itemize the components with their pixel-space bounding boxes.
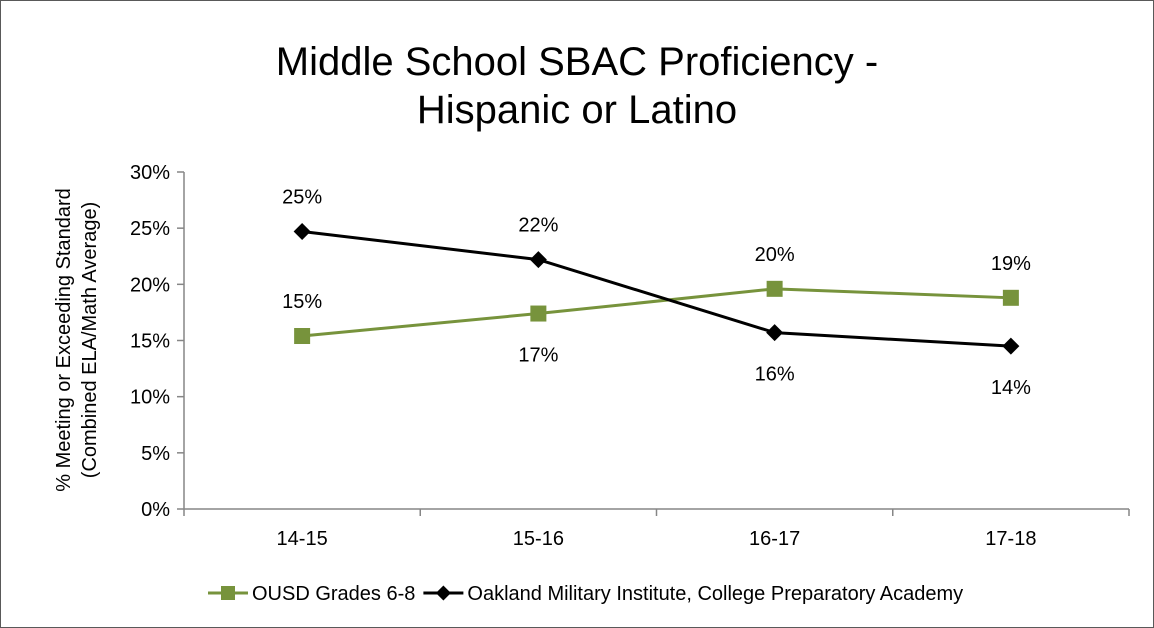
data-point-diamond [1002,337,1020,355]
y-tick-label: 10% [130,387,170,409]
legend-label-2: Oakland Military Institute, College Prep… [467,583,963,605]
y-tick-label: 20% [130,274,170,296]
data-point-square [1002,289,1019,306]
chart-title: Middle School SBAC Proficiency - Hispani… [0,38,1154,134]
data-label: 22% [518,215,558,237]
data-point-diamond [293,223,311,241]
legend-marker-square [221,586,235,600]
series-line-2 [301,230,1011,348]
chart-data-labels: 15% 17% 20% 19% 25% 22% 16% 14% [282,187,1031,400]
legend-marker-diamond [435,585,451,601]
legend-label-1: OUSD Grades 6-8 [252,583,415,605]
data-label: 16% [755,364,795,386]
data-point-diamond [529,251,547,269]
data-point-square [294,328,311,345]
y-tick-label: 0% [141,499,170,521]
data-label: 15% [282,291,322,313]
data-label: 14% [991,377,1031,399]
chart-title-line-2: Hispanic or Latino [416,88,738,132]
data-point-square [766,280,783,297]
y-axis-label-line-2: (Combined ELA/Math Average) [79,202,101,478]
data-label: 25% [282,187,322,209]
x-tick-label: 17-18 [985,528,1036,550]
y-axis-label: % Meeting or Exceeding Standard (Combine… [53,188,101,492]
x-tick-label: 16-17 [749,528,800,550]
y-axis-label-line-1: % Meeting or Exceeding Standard [53,188,75,492]
data-label: 17% [518,345,558,367]
chart-series [293,223,1020,355]
y-tick-label: 30% [130,162,170,184]
series-line-1 [301,287,1011,338]
x-tick-label: 14-15 [277,528,328,550]
data-point-square [530,305,547,322]
chart-legend: OUSD Grades 6-8 Oakland Military Institut… [208,583,963,605]
y-tick-label: 5% [141,443,170,465]
x-tick-label: 15-16 [513,528,564,550]
chart-title-line-1: Middle School SBAC Proficiency - [275,40,879,84]
y-tick-label: 15% [130,331,170,353]
data-point-diamond [766,324,784,342]
y-tick-label: 25% [130,218,170,240]
data-label: 20% [755,244,795,266]
data-label: 19% [991,253,1031,275]
chart-axes: 0% 5% 10% 15% 20% 25% 30% 14-15 15-16 16-17 17-18 [130,162,1130,550]
